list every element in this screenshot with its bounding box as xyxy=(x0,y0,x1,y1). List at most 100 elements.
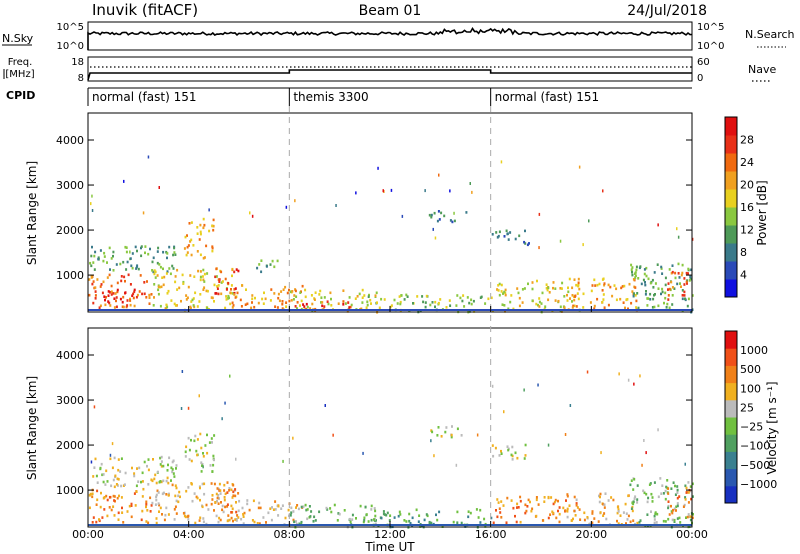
range-gate-cell xyxy=(122,305,125,309)
range-gate-cell xyxy=(135,265,138,269)
range-gate-cell xyxy=(211,246,214,250)
range-gate-cell xyxy=(330,304,333,307)
range-gate-cell xyxy=(190,459,193,463)
range-gate-cell xyxy=(450,433,453,437)
range-gate-cell xyxy=(235,510,238,514)
range-gate-cell xyxy=(196,305,199,308)
freq-label: Freq. xyxy=(8,57,33,68)
range-gate-cell xyxy=(313,298,316,301)
range-gate-cell xyxy=(198,519,201,522)
range-gate-cell xyxy=(147,483,150,486)
range-gate-cell xyxy=(599,511,602,514)
range-gate-cell xyxy=(150,504,153,507)
range-gate-cell xyxy=(124,471,127,475)
range-gate-cell xyxy=(166,476,169,480)
range-gate-cell xyxy=(433,211,436,215)
range-gate-cell xyxy=(109,453,112,457)
range-gate-cell xyxy=(623,284,626,288)
range-gate-cell xyxy=(135,484,138,488)
range-gate-cell xyxy=(572,304,575,308)
range-gate-cell xyxy=(152,256,155,260)
range-gate-cell xyxy=(201,464,203,467)
range-gate-cell xyxy=(676,496,679,500)
range-gate-cell xyxy=(370,518,373,522)
range-gate-cell xyxy=(270,518,273,522)
range-gate-cell xyxy=(616,505,619,509)
range-gate-cell xyxy=(351,518,354,521)
range-gate-cell xyxy=(154,503,157,506)
range-gate-cell xyxy=(684,496,687,499)
range-gate-cell xyxy=(93,405,96,409)
range-gate-cell xyxy=(153,269,156,272)
range-gate-cell xyxy=(216,496,219,500)
range-gate-cell xyxy=(498,293,501,297)
range-gate-cell xyxy=(321,301,324,304)
range-gate-cell xyxy=(676,282,679,286)
range-gate-cell xyxy=(195,449,198,453)
range-gate-cell xyxy=(105,469,108,473)
range-gate-cell xyxy=(657,223,659,227)
range-gate-cell xyxy=(544,305,547,308)
range-gate-cell xyxy=(483,517,486,521)
range-gate-cell xyxy=(645,451,647,455)
range-gate-cell xyxy=(233,270,236,274)
range-gate-cell xyxy=(218,280,221,283)
x-axis-ticks: 00:00 04:00 08:00 12:00 16:00 20:00 00:00 xyxy=(72,306,708,541)
range-gate-cell xyxy=(218,482,221,486)
range-gate-cell xyxy=(314,519,317,522)
x-tick-label: 00:00 xyxy=(676,528,708,541)
range-gate-cell xyxy=(675,509,677,512)
range-gate-cell xyxy=(90,460,93,464)
range-gate-cell xyxy=(409,522,412,525)
range-gate-cell xyxy=(434,236,437,240)
range-gate-cell xyxy=(280,507,283,510)
range-gate-cell xyxy=(484,302,487,305)
range-gate-cell xyxy=(659,477,662,480)
range-gate-cell xyxy=(133,290,136,294)
range-gate-cell xyxy=(145,296,148,299)
range-gate-cell xyxy=(575,283,578,287)
range-gate-cell xyxy=(653,514,656,518)
range-gate-cell xyxy=(114,474,117,478)
range-gate-cell xyxy=(609,285,612,289)
range-gate-cell xyxy=(175,464,178,467)
range-gate-cell xyxy=(515,520,518,524)
range-gate-cell xyxy=(547,496,550,500)
range-gate-cell xyxy=(309,307,312,310)
range-gate-cell xyxy=(148,296,151,299)
range-gate-cell xyxy=(460,521,463,525)
range-gate-cell xyxy=(626,298,629,301)
range-gate-cell xyxy=(576,506,579,509)
range-gate-cell xyxy=(189,274,192,277)
nsky-tick-bottom: 10^0 xyxy=(57,41,84,52)
range-gate-cell xyxy=(428,213,431,217)
range-gate-cell xyxy=(599,492,602,496)
range-gate-cell xyxy=(552,286,554,290)
range-gate-cell xyxy=(122,260,125,264)
range-gate-cell xyxy=(114,292,117,295)
range-gate-cell xyxy=(243,511,246,515)
range-gate-cell xyxy=(225,295,228,298)
colorbar-tick-label: 12 xyxy=(740,224,754,237)
range-gate-cell xyxy=(202,268,205,272)
range-gate-cell xyxy=(94,297,97,300)
range-gate-cell xyxy=(393,298,396,302)
range-gate-cell xyxy=(626,518,629,521)
range-gate-cell xyxy=(424,189,426,193)
range-gate-cell xyxy=(217,520,220,524)
range-gate-cell xyxy=(143,281,146,284)
range-gate-cell xyxy=(603,282,606,285)
range-gate-cell xyxy=(553,500,556,504)
range-gate-cell xyxy=(574,295,576,298)
range-gate-cell xyxy=(290,299,293,302)
range-gate-cell xyxy=(366,303,369,307)
range-gate-cell xyxy=(156,489,159,493)
range-gate-cell xyxy=(133,472,136,475)
range-gate-cell xyxy=(246,502,249,506)
range-gate-cell xyxy=(231,268,234,272)
range-gate-cell xyxy=(147,252,150,256)
range-gate-cell xyxy=(142,211,145,215)
range-gate-cell xyxy=(292,510,295,513)
range-gate-cell xyxy=(310,294,313,297)
range-gate-cell xyxy=(92,516,95,519)
